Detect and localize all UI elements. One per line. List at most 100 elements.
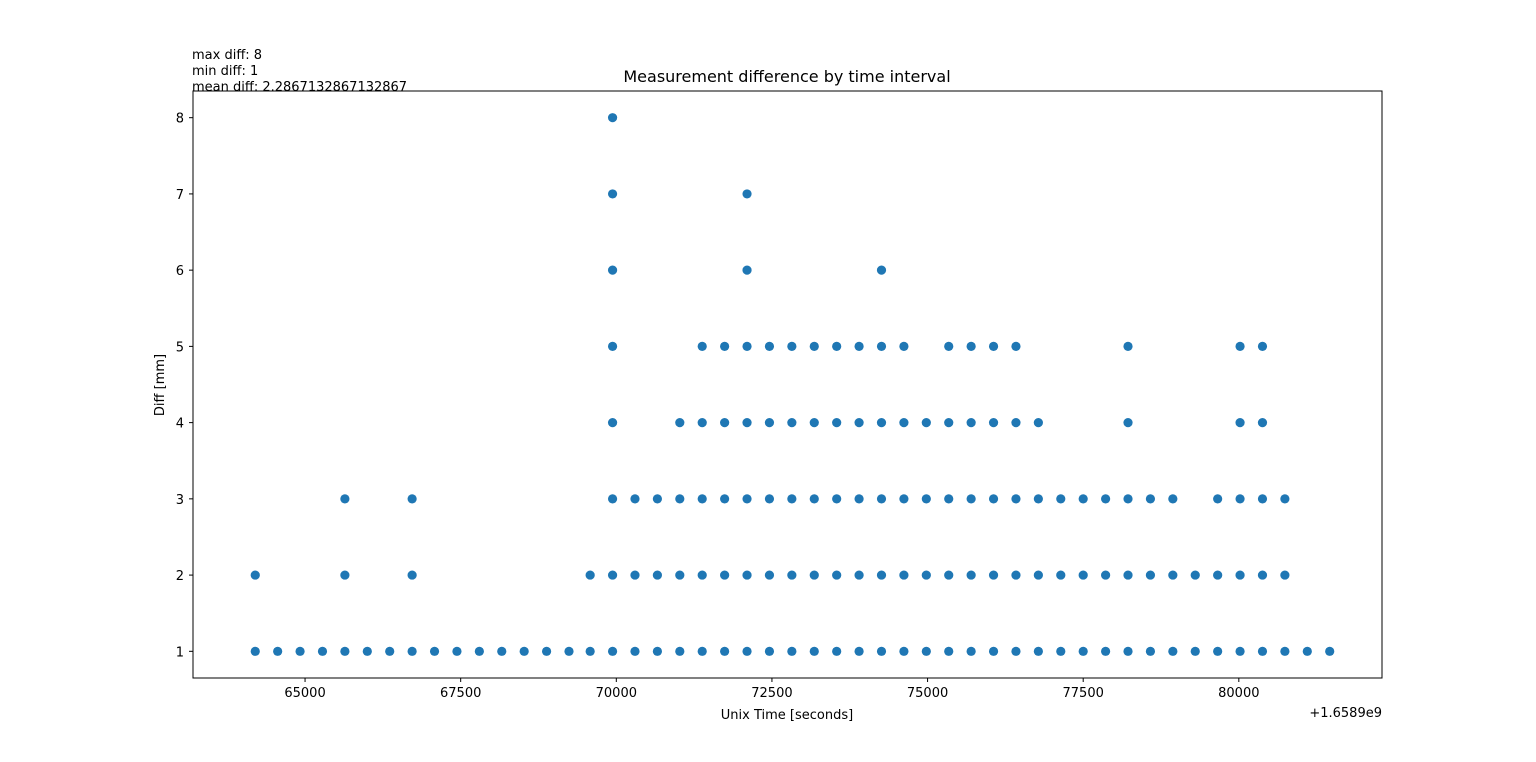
- data-point: [1213, 570, 1223, 580]
- data-point: [1123, 341, 1133, 351]
- data-point: [787, 494, 797, 504]
- data-point: [720, 646, 730, 656]
- data-point: [742, 494, 752, 504]
- data-point: [385, 646, 395, 656]
- data-point: [1145, 494, 1156, 504]
- data-point: [630, 494, 640, 504]
- y-tick-label: 5: [176, 340, 184, 355]
- x-tick-label: 67500: [440, 686, 481, 701]
- data-point: [1011, 341, 1021, 351]
- data-point: [809, 418, 819, 428]
- data-point: [944, 494, 954, 504]
- data-point: [1235, 418, 1245, 428]
- data-point: [1078, 570, 1088, 580]
- y-tick-label: 4: [176, 417, 184, 432]
- data-point: [876, 570, 887, 580]
- data-point: [966, 570, 976, 580]
- data-point: [1280, 494, 1290, 504]
- data-point: [407, 570, 417, 580]
- data-point: [697, 418, 707, 428]
- data-point: [1011, 646, 1021, 656]
- data-point: [1235, 341, 1245, 351]
- data-point: [675, 570, 685, 580]
- data-point: [899, 341, 909, 351]
- data-point: [742, 570, 752, 580]
- data-point: [607, 494, 618, 504]
- data-point: [1168, 570, 1178, 580]
- data-point: [607, 418, 618, 428]
- data-point: [340, 646, 350, 656]
- data-point: [652, 494, 662, 504]
- data-point: [1235, 570, 1245, 580]
- data-point: [1168, 494, 1178, 504]
- data-point: [787, 646, 797, 656]
- data-point: [652, 570, 662, 580]
- data-point: [607, 341, 618, 351]
- data-point: [899, 570, 909, 580]
- data-point: [1123, 418, 1133, 428]
- x-axis-ticks: 65000 67500 70000 72500 75000 77500 80000: [284, 678, 1260, 701]
- data-point: [832, 418, 842, 428]
- data-point: [317, 646, 328, 656]
- x-tick-label: 65000: [284, 686, 325, 701]
- data-point: [452, 646, 462, 656]
- data-point: [1123, 494, 1133, 504]
- data-point: [1033, 570, 1043, 580]
- data-point: [1257, 646, 1268, 656]
- data-point: [966, 646, 976, 656]
- data-point: [1033, 646, 1043, 656]
- data-point: [630, 646, 640, 656]
- data-point: [1302, 646, 1312, 656]
- data-point: [988, 341, 999, 351]
- data-point: [944, 646, 954, 656]
- data-point: [1056, 646, 1066, 656]
- data-point: [742, 265, 752, 275]
- data-point: [787, 418, 797, 428]
- data-point: [742, 418, 752, 428]
- data-point: [1325, 646, 1335, 656]
- data-point: [697, 646, 707, 656]
- data-point: [1078, 646, 1088, 656]
- data-point: [250, 646, 260, 656]
- chart-title: Measurement difference by time interval: [623, 67, 950, 86]
- data-point: [1235, 646, 1245, 656]
- data-point: [921, 418, 931, 428]
- data-point: [720, 570, 730, 580]
- data-point: [787, 341, 797, 351]
- data-point: [988, 570, 999, 580]
- data-point: [429, 646, 440, 656]
- data-point: [832, 646, 842, 656]
- data-point: [966, 418, 976, 428]
- data-point: [764, 646, 775, 656]
- data-point: [1168, 646, 1178, 656]
- data-point: [541, 646, 552, 656]
- data-point: [742, 341, 752, 351]
- data-point: [1033, 418, 1043, 428]
- data-point: [764, 494, 775, 504]
- data-point: [564, 646, 574, 656]
- data-point: [809, 494, 819, 504]
- annotation-mean-diff: mean diff: 2.2867132867132867: [192, 80, 407, 95]
- data-point: [854, 418, 864, 428]
- scatter-points: [250, 113, 1335, 656]
- data-point: [1213, 494, 1223, 504]
- data-point: [250, 570, 260, 580]
- data-point: [1101, 646, 1111, 656]
- data-point: [854, 570, 864, 580]
- data-point: [1280, 570, 1290, 580]
- data-point: [1190, 570, 1200, 580]
- data-point: [787, 570, 797, 580]
- data-point: [1257, 570, 1268, 580]
- data-point: [697, 341, 707, 351]
- data-point: [1011, 418, 1021, 428]
- data-point: [1257, 341, 1268, 351]
- y-tick-label: 1: [176, 645, 184, 660]
- data-point: [675, 646, 685, 656]
- data-point: [809, 646, 819, 656]
- data-point: [295, 646, 305, 656]
- data-point: [944, 341, 954, 351]
- data-point: [697, 494, 707, 504]
- y-tick-label: 3: [176, 493, 184, 508]
- data-point: [1235, 494, 1245, 504]
- data-point: [1101, 494, 1111, 504]
